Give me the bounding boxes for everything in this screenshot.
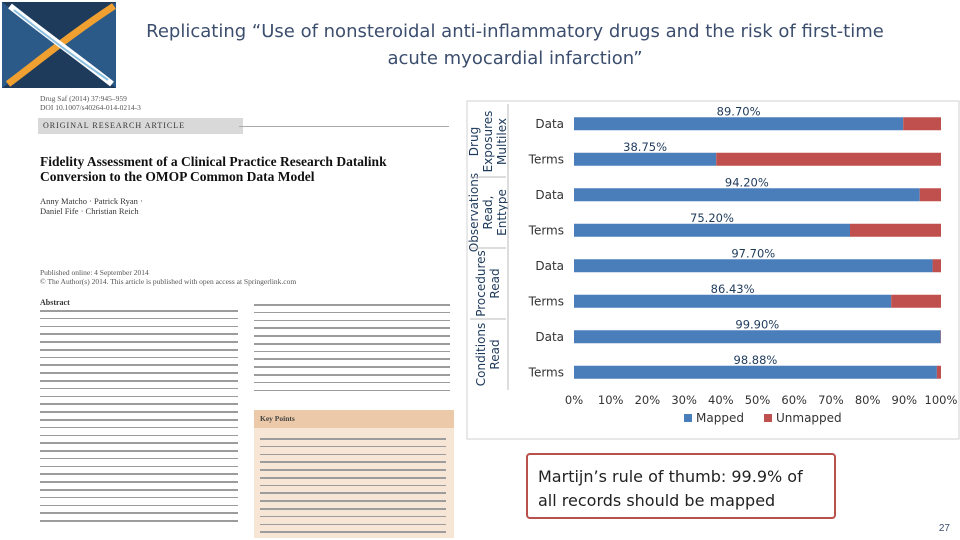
paper-doi: DOI 10.1007/s40264-014-0214-3 bbox=[40, 103, 141, 112]
chart-category-label: Data bbox=[535, 188, 564, 202]
chart-group-label: ObservationsRead,Enttype bbox=[467, 173, 509, 252]
chart-category-label: Data bbox=[535, 330, 564, 344]
chart-bar-mapped bbox=[574, 117, 904, 131]
paper-title-line-2: Conversion to the OMOP Common Data Model bbox=[40, 169, 315, 184]
page-number: 27 bbox=[938, 523, 950, 534]
chart-x-tick-label: 30% bbox=[671, 393, 697, 407]
chart-data-label: 99.90% bbox=[735, 317, 779, 331]
chart-x-tick-label: 0% bbox=[565, 393, 583, 407]
mapping-coverage-chart: DrugExposuresMultilexObservationsRead,En… bbox=[466, 100, 960, 440]
paper-header-rule bbox=[239, 126, 449, 127]
chart-x-tick-label: 60% bbox=[781, 393, 807, 407]
chart-category-label: Terms bbox=[528, 294, 564, 308]
chart-category-label: Data bbox=[535, 259, 564, 273]
paper-copyright: © The Author(s) 2014. This article is pu… bbox=[40, 277, 297, 286]
chart-x-tick-label: 20% bbox=[635, 393, 661, 407]
chart-category-label: Terms bbox=[528, 223, 564, 237]
chart-bar-mapped bbox=[574, 188, 920, 202]
paper-results-text bbox=[254, 304, 450, 397]
chart-legend-label: Unmapped bbox=[776, 411, 842, 425]
chart-bar-mapped bbox=[574, 259, 933, 273]
chart-data-label: 75.20% bbox=[690, 211, 734, 225]
paper-key-points-box: Key Points bbox=[254, 410, 454, 538]
chart-bar-mapped bbox=[574, 330, 941, 344]
slide-title-line-2: acute myocardial infarction” bbox=[387, 48, 643, 69]
paper-authors-line-1: Anny Matcho · Patrick Ryan · bbox=[40, 196, 143, 206]
chart-group-label-line: Procedures bbox=[474, 250, 488, 317]
chart-group-label-line: Observations bbox=[467, 173, 481, 252]
chart-group-label: ProceduresRead bbox=[474, 250, 502, 317]
chart-x-tick-label: 70% bbox=[818, 393, 844, 407]
chart-bar-unmapped bbox=[716, 152, 941, 166]
paper-published-online: Published online: 4 September 2014 © The… bbox=[40, 268, 296, 286]
chart-data-label: 97.70% bbox=[731, 246, 775, 260]
paper-abstract-heading: Abstract bbox=[40, 298, 70, 307]
chart-legend-swatch bbox=[684, 414, 692, 422]
chart-bar-mapped bbox=[574, 152, 717, 166]
chart-group-label-line: Conditions bbox=[474, 323, 488, 387]
ohdsi-logo bbox=[2, 2, 116, 88]
chart-group-label-line: Drug bbox=[467, 127, 481, 156]
paper-journal-citation: Drug Saf (2014) 37:945–959 bbox=[40, 94, 127, 103]
paper-authors: Anny Matcho · Patrick Ryan · Daniel Fife… bbox=[40, 196, 143, 216]
chart-bar-unmapped bbox=[849, 223, 941, 237]
chart-bar-mapped bbox=[574, 365, 937, 379]
chart-data-label: 89.70% bbox=[717, 104, 761, 118]
rule-of-thumb-callout: Martijn’s rule of thumb: 99.9% of all re… bbox=[526, 453, 836, 519]
chart-group-label-line: Read bbox=[488, 268, 502, 298]
paper-published-date: Published online: 4 September 2014 bbox=[40, 268, 149, 277]
chart-category-label: Data bbox=[535, 117, 564, 131]
chart-x-tick-label: 10% bbox=[598, 393, 624, 407]
chart-x-tick-label: 90% bbox=[892, 393, 918, 407]
paper-abstract-text bbox=[40, 310, 238, 528]
chart-group-label: ConditionsRead bbox=[474, 323, 502, 387]
chart-bar-unmapped bbox=[936, 365, 941, 379]
paper-title-line-1: Fidelity Assessment of a Clinical Practi… bbox=[40, 154, 387, 169]
chart-x-tick-label: 80% bbox=[855, 393, 881, 407]
chart-legend-swatch bbox=[764, 414, 772, 422]
paper-key-points-text bbox=[260, 438, 446, 538]
chart-bar-unmapped bbox=[903, 117, 941, 131]
chart-category-label: Terms bbox=[528, 365, 564, 379]
chart-group-label-line: Exposures bbox=[481, 111, 495, 173]
chart-bar-mapped bbox=[574, 223, 850, 237]
chart-legend-label: Mapped bbox=[696, 411, 744, 425]
slide-title-line-1: Replicating “Use of nonsteroidal anti-in… bbox=[146, 21, 884, 42]
paper-excerpt: Drug Saf (2014) 37:945–959 DOI 10.1007/s… bbox=[34, 92, 454, 538]
paper-key-points-heading: Key Points bbox=[254, 410, 454, 428]
chart-group-label: DrugExposuresMultilex bbox=[467, 111, 509, 173]
chart-group-label-line: Read, bbox=[481, 196, 495, 230]
paper-meta: Drug Saf (2014) 37:945–959 DOI 10.1007/s… bbox=[40, 94, 141, 112]
chart-group-label-line: Enttype bbox=[495, 189, 509, 236]
chart-bar-unmapped bbox=[919, 188, 941, 202]
slide-title: Replicating “Use of nonsteroidal anti-in… bbox=[130, 18, 900, 72]
chart-data-label: 94.20% bbox=[725, 175, 769, 189]
chart-group-label-line: Multilex bbox=[495, 118, 509, 165]
chart-data-label: 38.75% bbox=[623, 140, 667, 154]
chart-x-tick-label: 40% bbox=[708, 393, 734, 407]
paper-title: Fidelity Assessment of a Clinical Practi… bbox=[40, 154, 387, 184]
chart-x-tick-label: 100% bbox=[925, 393, 958, 407]
chart-category-label: Terms bbox=[528, 152, 564, 166]
paper-article-type: ORIGINAL RESEARCH ARTICLE bbox=[38, 118, 243, 134]
paper-authors-line-2: Daniel Fife · Christian Reich bbox=[40, 206, 139, 216]
chart-group-label-line: Read bbox=[488, 339, 502, 369]
chart-x-tick-label: 50% bbox=[745, 393, 771, 407]
chart-data-label: 98.88% bbox=[734, 353, 778, 367]
chart-bar-mapped bbox=[574, 294, 892, 308]
chart-bar-unmapped bbox=[891, 294, 941, 308]
chart-data-label: 86.43% bbox=[711, 282, 755, 296]
chart-bar-unmapped bbox=[932, 259, 941, 273]
